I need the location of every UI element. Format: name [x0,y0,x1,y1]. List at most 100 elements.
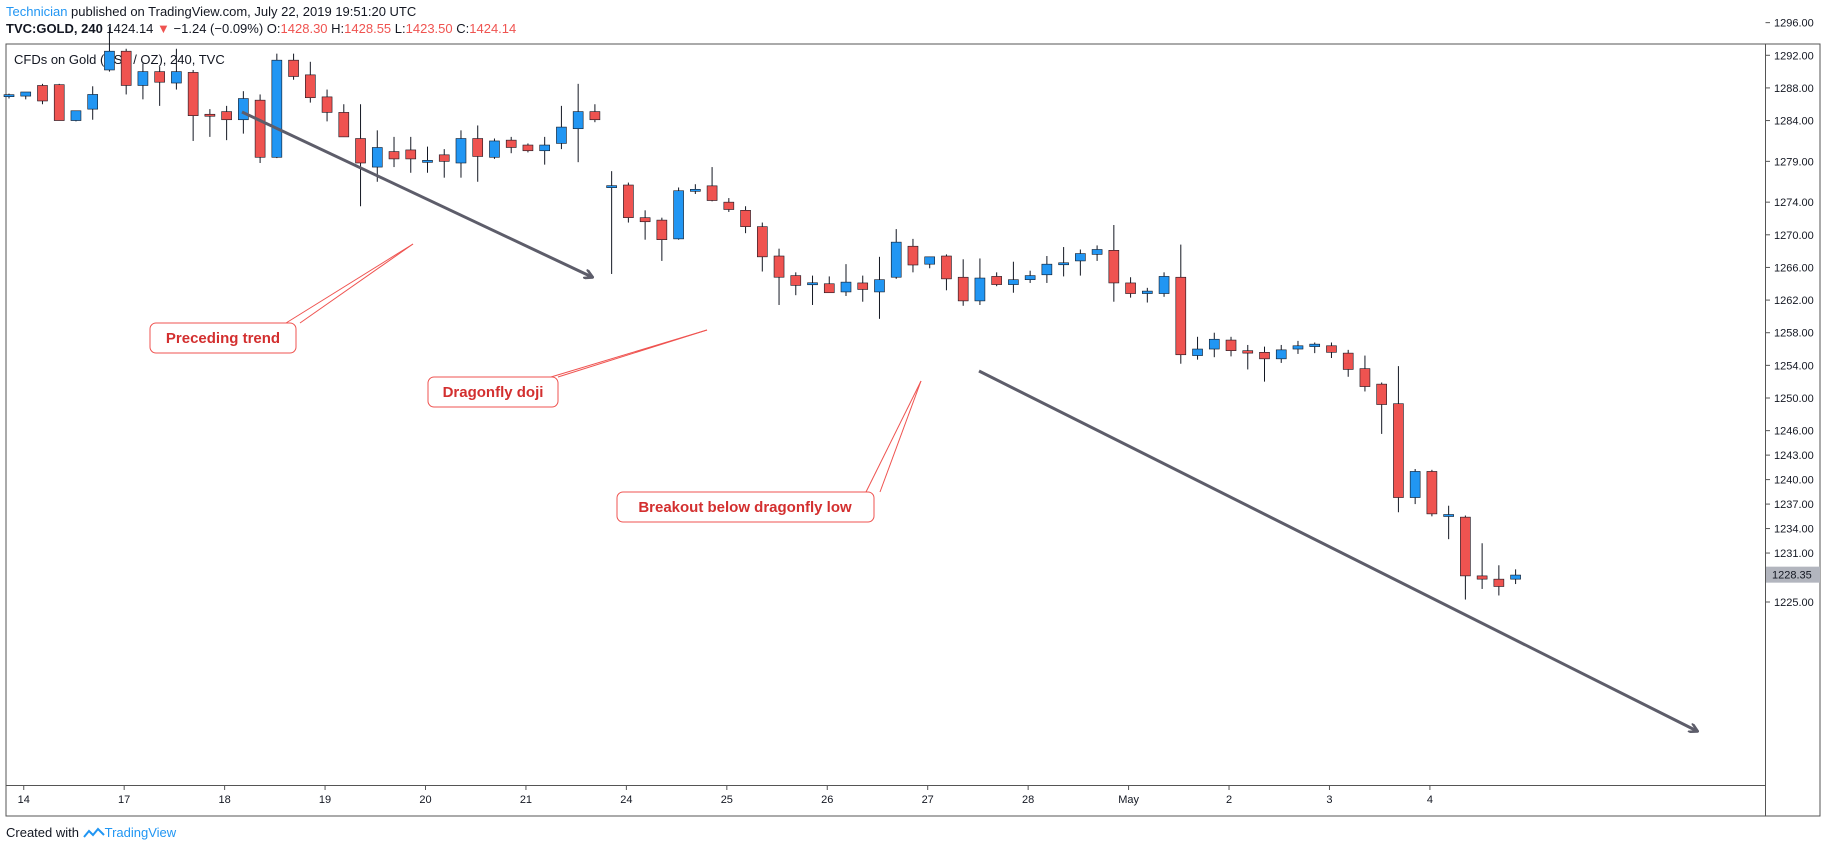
candle[interactable] [924,256,936,269]
candle[interactable] [187,69,199,141]
candle[interactable] [1091,245,1103,261]
candle[interactable] [1476,543,1488,589]
candle[interactable] [706,167,718,202]
candle[interactable] [606,171,617,274]
candle[interactable] [1275,344,1287,363]
candle[interactable] [1376,382,1387,434]
candle[interactable] [338,104,350,138]
candle[interactable] [455,130,467,178]
candle[interactable] [3,93,15,99]
candle[interactable] [522,143,534,153]
candle[interactable] [1125,277,1136,298]
candle[interactable] [70,110,82,122]
candle[interactable] [857,275,869,302]
candle[interactable] [1142,287,1153,303]
candle[interactable] [1225,336,1237,357]
candle[interactable] [723,198,735,212]
candle[interactable] [941,254,952,291]
candle[interactable] [1309,342,1321,354]
candle[interactable] [53,83,65,121]
candle[interactable] [1493,565,1505,596]
candle[interactable] [1041,256,1053,283]
candle[interactable] [171,48,182,90]
candle[interactable] [539,136,550,165]
candle[interactable] [773,248,785,305]
candle[interactable] [907,238,919,273]
callout-dragonfly-doji[interactable]: Dragonfly doji [427,329,708,408]
candle[interactable] [639,210,651,240]
candle[interactable] [1342,349,1354,377]
candle[interactable] [1460,515,1471,600]
candle[interactable] [874,256,885,319]
candle[interactable] [1259,346,1270,382]
candle[interactable] [589,104,601,123]
candle[interactable] [1175,244,1187,364]
candle[interactable] [1443,505,1454,540]
candle[interactable] [1292,340,1304,354]
candle[interactable] [271,53,283,159]
candle[interactable] [405,136,417,173]
candle[interactable] [1158,272,1170,297]
candle[interactable] [690,184,701,194]
candle[interactable] [1008,261,1019,293]
candle[interactable] [656,217,668,261]
candle[interactable] [87,86,98,120]
candle[interactable] [321,89,333,122]
candle[interactable] [974,258,986,305]
candle[interactable] [472,125,484,182]
tradingview-link[interactable]: TradingView [104,825,177,840]
candle[interactable] [288,53,299,80]
candle[interactable] [740,206,751,234]
candle[interactable] [1058,247,1069,277]
candle[interactable] [204,109,216,137]
candle[interactable] [20,91,32,100]
candle[interactable] [623,182,634,223]
candle[interactable] [572,83,584,163]
candle[interactable] [254,94,266,163]
price-axis[interactable]: 1225.00 1231.00 1234.00 1237.00 1240.00 1243.… [1765,18,1814,609]
author-link[interactable]: Technician [6,4,68,19]
candle[interactable] [556,105,567,150]
candle[interactable] [1242,344,1254,370]
candle[interactable] [790,272,802,296]
candle[interactable] [221,105,232,141]
candle[interactable] [438,149,450,178]
candle[interactable] [673,187,684,240]
time-axis[interactable]: 14 17 18 19 20 21 24 25 26 27 28 May 2 3 4 [18,785,1433,807]
candle[interactable] [991,272,1002,287]
candle[interactable] [120,48,132,95]
candle[interactable] [137,63,149,100]
preceding-trend-arrow[interactable] [241,110,592,277]
candle[interactable] [1426,469,1438,517]
candle[interactable] [104,26,115,72]
candle[interactable] [355,104,366,207]
candle[interactable] [371,130,383,182]
candle[interactable] [505,136,517,154]
candle[interactable] [807,275,818,305]
candle[interactable] [1359,355,1371,392]
candle[interactable] [1409,468,1421,505]
downtrend-arrow[interactable] [978,369,1697,731]
candle[interactable] [37,83,48,105]
candle[interactable] [1326,342,1337,359]
candle[interactable] [890,229,902,279]
candle[interactable] [422,146,433,173]
candle[interactable] [957,259,969,306]
candle[interactable] [840,264,852,296]
candle[interactable] [823,276,835,294]
candle[interactable] [1024,270,1036,283]
callout-breakout[interactable]: Breakout below dragonfly low [616,380,922,523]
candle[interactable] [1208,332,1220,358]
candle[interactable] [489,138,500,159]
candle[interactable] [756,222,768,272]
candle[interactable] [1192,336,1203,360]
candle[interactable] [305,61,316,103]
candle[interactable] [1510,569,1521,585]
candle[interactable] [154,66,165,106]
candle[interactable] [1393,366,1404,513]
candle[interactable] [388,136,400,168]
candle[interactable] [1108,225,1120,302]
callout-preceding-trend[interactable]: Preceding trend [149,243,414,354]
candle[interactable] [1075,249,1086,276]
